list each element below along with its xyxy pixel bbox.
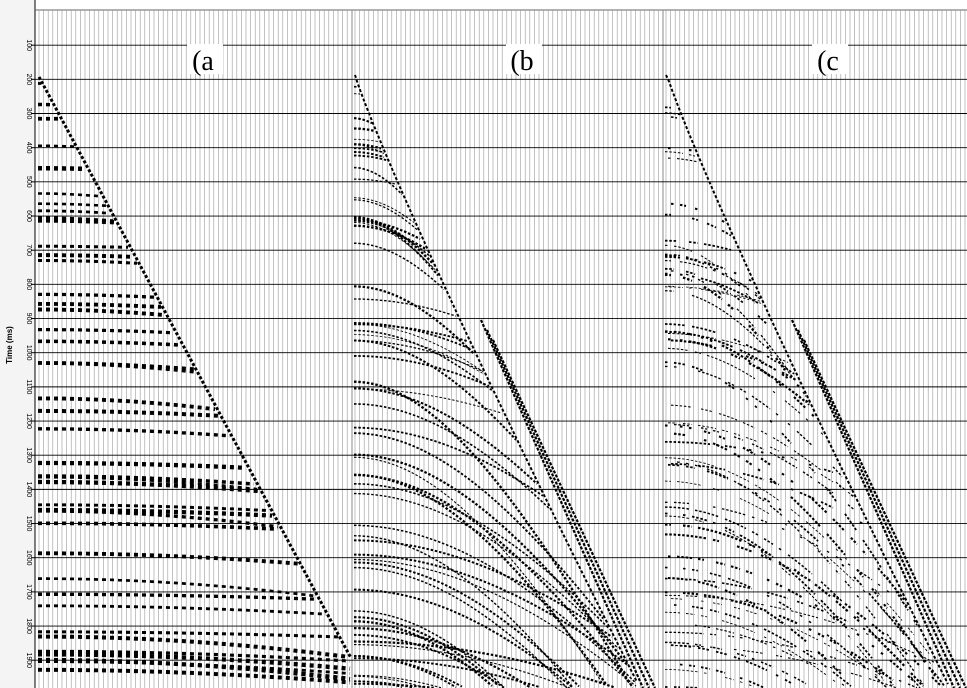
tick-label: 1800 <box>25 618 32 634</box>
tick-label: 1000 <box>25 345 32 361</box>
panel-label: (b <box>510 46 533 77</box>
tick-label: 1400 <box>25 482 32 498</box>
tick-label: 700 <box>25 244 32 256</box>
tick-label: 200 <box>25 73 32 85</box>
tick-label: 1900 <box>25 652 32 668</box>
tick-label: 1100 <box>25 379 32 394</box>
tick-label: 100 <box>25 39 32 51</box>
tick-label: 1500 <box>25 516 32 532</box>
traces <box>38 10 966 688</box>
tick-label: 300 <box>25 108 32 120</box>
tick-label: 1300 <box>25 447 32 463</box>
tick-label: 1200 <box>25 413 32 429</box>
tick-label: 800 <box>25 279 32 291</box>
panel-label: (c <box>817 46 839 77</box>
panel-label: (a <box>192 46 214 77</box>
axis-label: Time (ms) <box>5 326 14 364</box>
tick-label: 500 <box>25 176 32 188</box>
tick-label: 400 <box>25 142 32 154</box>
tick-label: 1600 <box>25 550 32 566</box>
seismic-figure: Time (ms) (a (b (c 100 200 300 400 500 600 700 800… <box>0 0 967 688</box>
tick-label: 900 <box>25 313 32 325</box>
tick-label: 1700 <box>25 584 32 600</box>
tick-label: 600 <box>25 210 32 222</box>
